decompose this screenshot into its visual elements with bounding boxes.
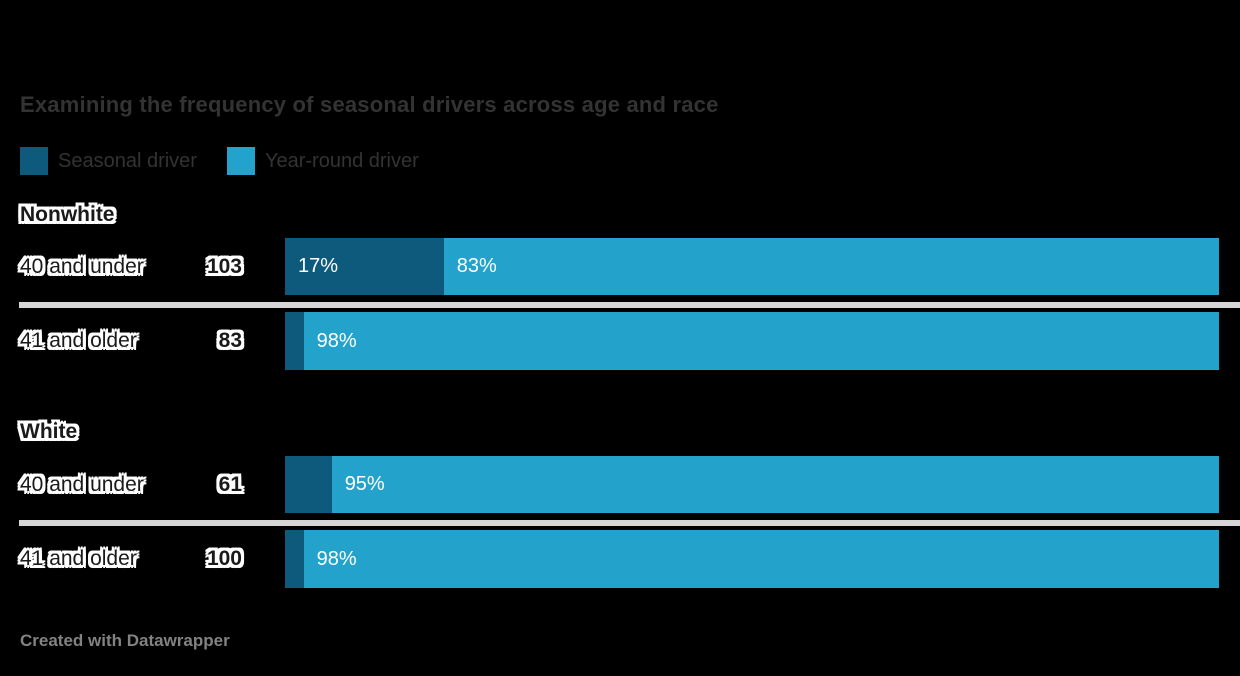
- row-label: 41 and older: [20, 329, 137, 352]
- legend-label-seasonal: Seasonal driver: [58, 149, 197, 172]
- yearround-segment[interactable]: 95%: [331, 456, 1219, 513]
- row-white-41-and-older: 41 and older 100 98%: [0, 530, 1240, 588]
- seasonal-segment[interactable]: 17%: [285, 238, 444, 295]
- row-white-40-and-under: 40 and under 61 95%: [0, 456, 1240, 513]
- yearround-segment[interactable]: 98%: [303, 530, 1219, 588]
- legend-label-yearround: Year-round driver: [264, 149, 419, 172]
- yearround-segment[interactable]: 98%: [303, 312, 1219, 370]
- seasonal-segment[interactable]: [285, 456, 332, 513]
- seasonal-segment[interactable]: [285, 530, 304, 588]
- row-label: 40 and under: [20, 255, 144, 278]
- row-divider: [19, 520, 1240, 526]
- legend-item-seasonal[interactable]: Seasonal driver: [20, 147, 197, 175]
- seasonal-segment[interactable]: [285, 312, 304, 370]
- segment-percent-label: 95%: [344, 473, 385, 495]
- row-count: 100: [206, 547, 242, 570]
- segment-percent-label: 83%: [456, 255, 497, 277]
- row-count: 83: [218, 329, 242, 352]
- stacked-bar[interactable]: 98%: [285, 312, 1219, 370]
- segment-percent-label: 98%: [316, 329, 357, 352]
- group-header-nonwhite: Nonwhite: [20, 203, 115, 226]
- row-divider: [19, 302, 1240, 308]
- stacked-bar[interactable]: 98%: [285, 530, 1219, 588]
- stacked-bar[interactable]: 95%: [285, 456, 1219, 513]
- row-nonwhite-40-and-under: 40 and under 103 17% 83%: [0, 238, 1240, 295]
- yearround-swatch-icon: [226, 147, 255, 175]
- segment-percent-label: 98%: [316, 547, 357, 570]
- row-nonwhite-41-and-older: 41 and older 83 98%: [0, 312, 1240, 370]
- datawrapper-attribution[interactable]: Created with Datawrapper: [20, 631, 230, 650]
- row-count: 61: [218, 473, 242, 496]
- row-label: 40 and under: [20, 473, 144, 496]
- row-label: 41 and older: [20, 547, 137, 570]
- yearround-segment[interactable]: 83%: [443, 238, 1219, 295]
- segment-percent-label: 17%: [298, 255, 339, 277]
- row-count: 103: [206, 255, 242, 278]
- chart-title: Examining the frequency of seasonal driv…: [20, 92, 719, 117]
- legend: Seasonal driver Year-round driver: [20, 147, 419, 175]
- stacked-bar[interactable]: 17% 83%: [285, 238, 1219, 295]
- group-header-white: White: [20, 420, 78, 443]
- legend-item-yearround[interactable]: Year-round driver: [226, 147, 419, 175]
- seasonal-swatch-icon: [20, 147, 48, 175]
